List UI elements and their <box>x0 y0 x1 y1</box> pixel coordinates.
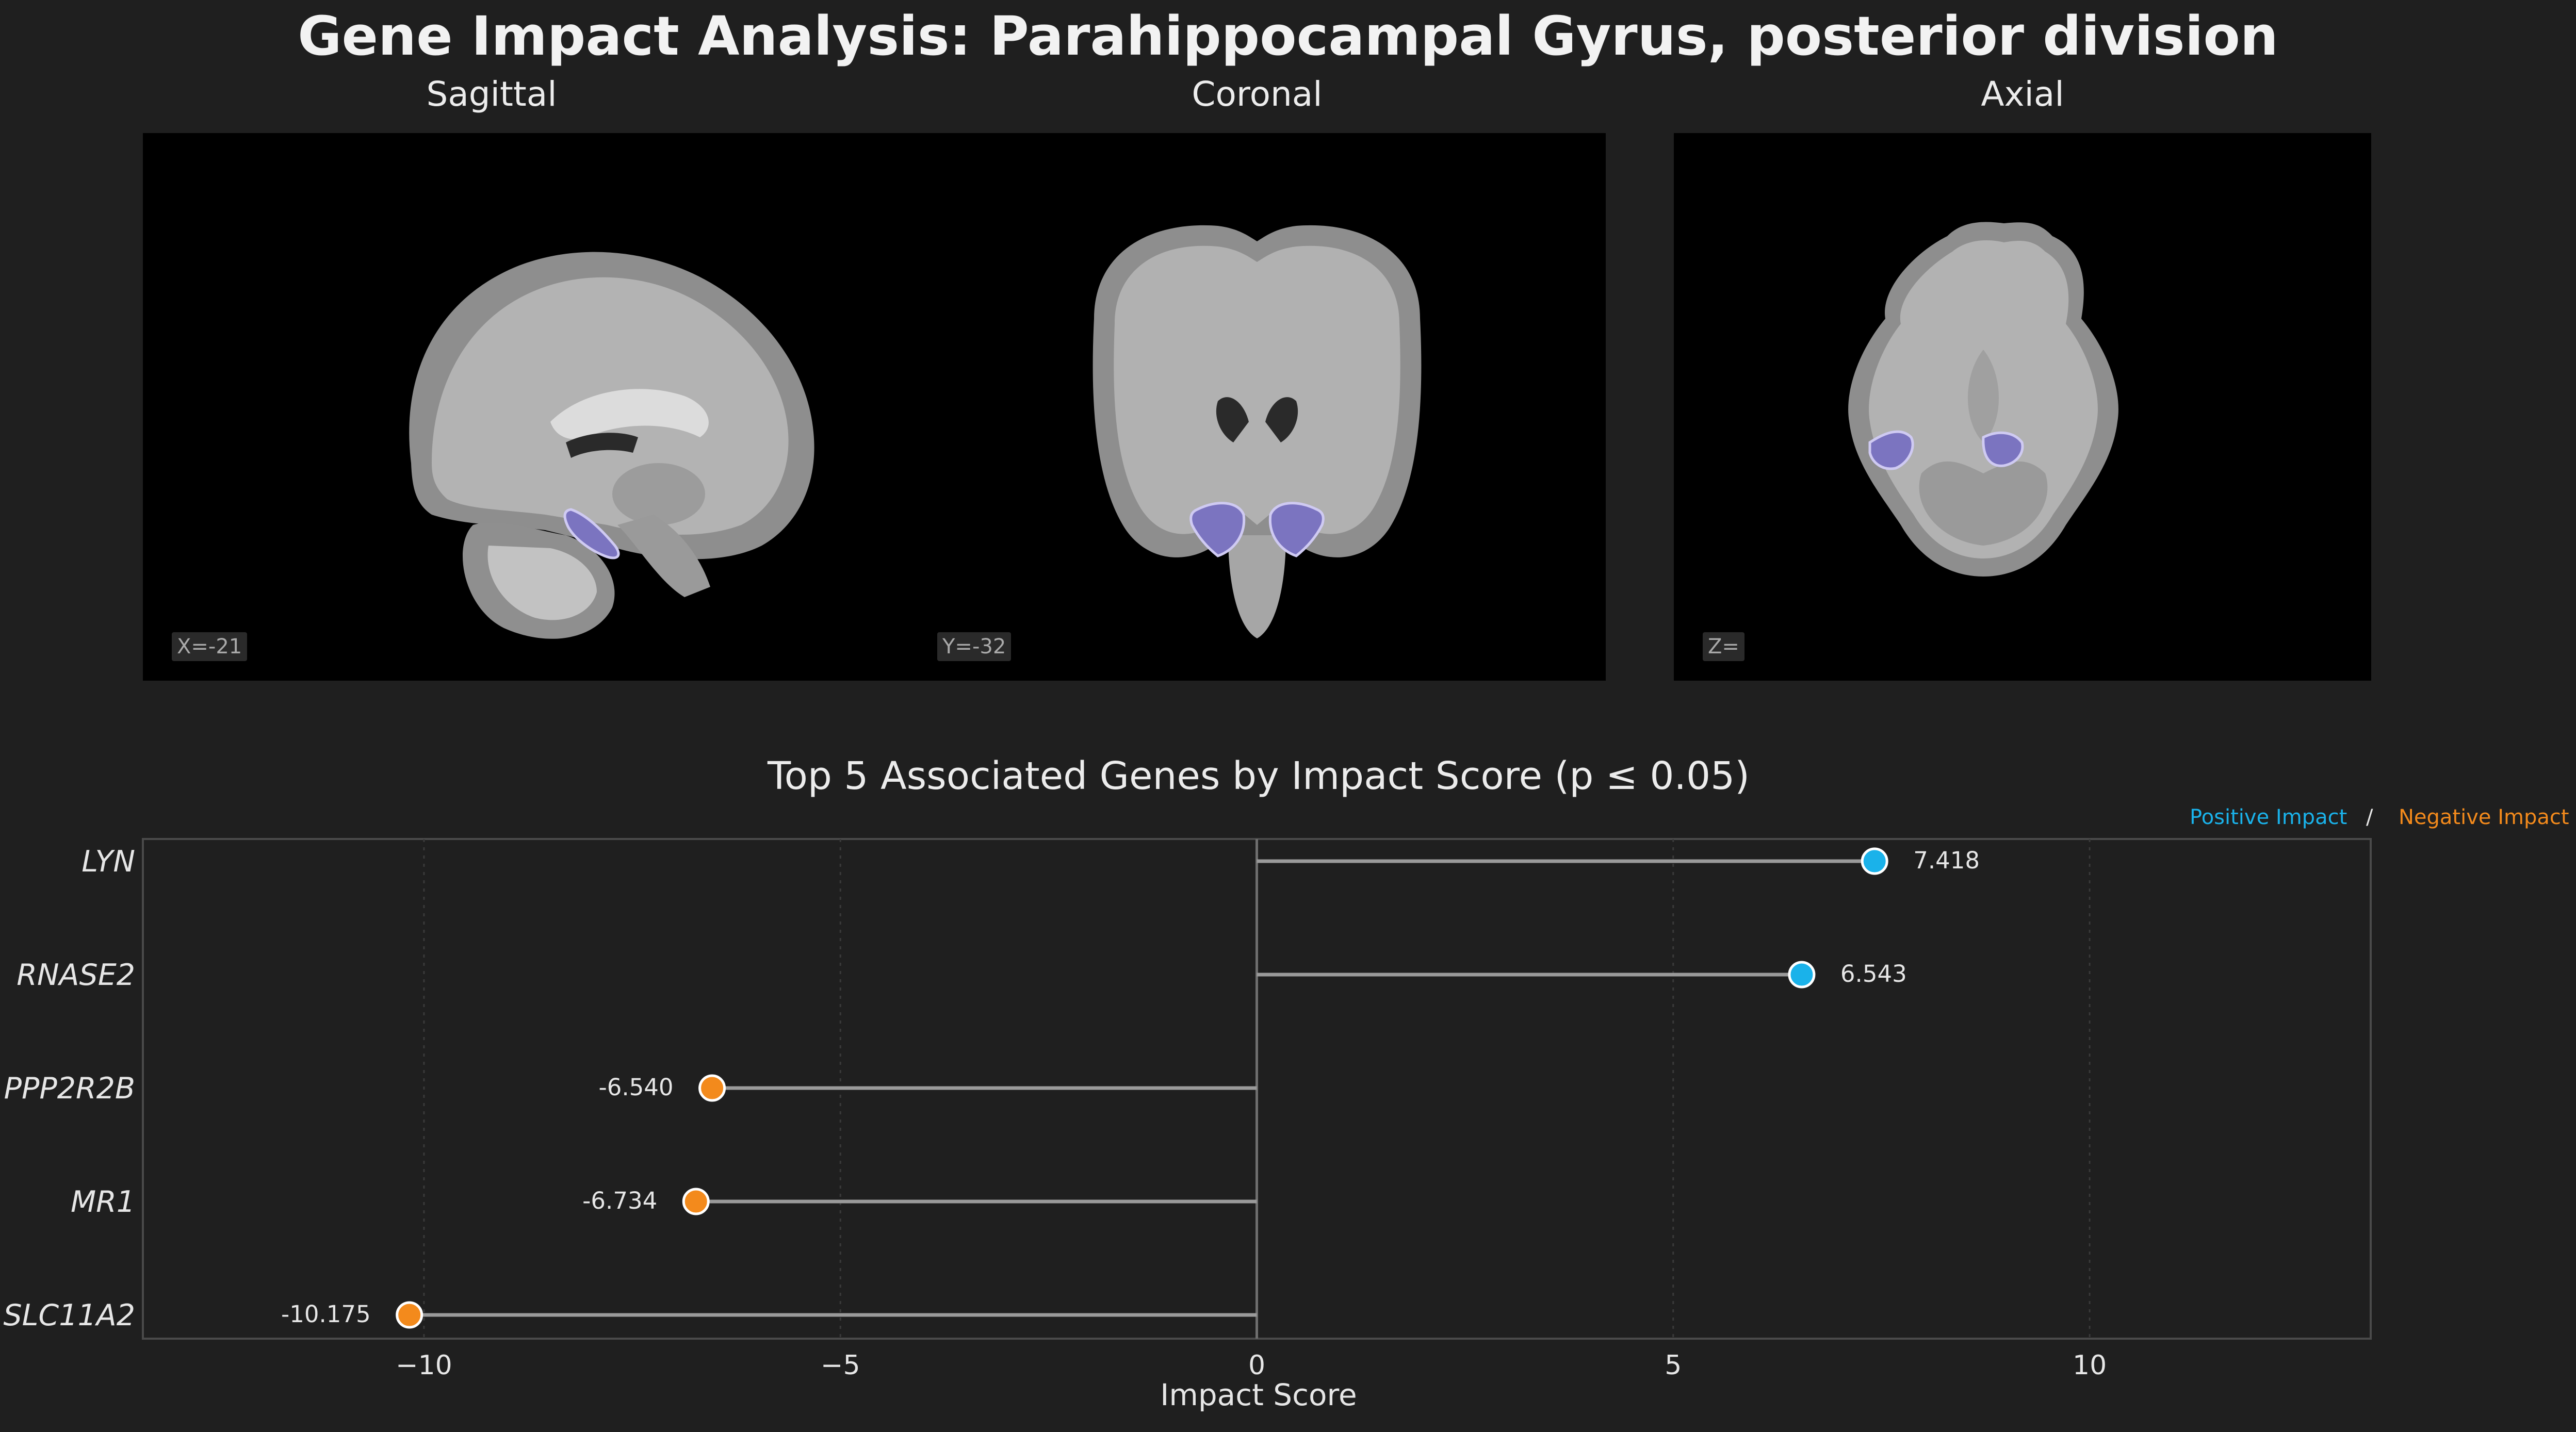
panel-gap-fill <box>836 133 908 681</box>
sagittal-view-title: Sagittal <box>426 74 557 114</box>
gene-label: LYN <box>81 845 135 879</box>
legend-positive: Positive Impact <box>2190 805 2347 829</box>
x-tick-label: −5 <box>821 1350 860 1381</box>
chart-title: Top 5 Associated Genes by Impact Score (… <box>767 754 1750 798</box>
x-tick-label: 5 <box>1665 1350 1682 1381</box>
sagittal-coordinate: X=-21 <box>172 632 248 661</box>
lollipop-point <box>698 1074 726 1102</box>
axial-brain-image <box>1848 222 2118 577</box>
gene-label: PPP2R2B <box>4 1072 135 1106</box>
x-tick-label: 10 <box>2073 1350 2107 1381</box>
coronal-view-title: Coronal <box>1192 74 1323 114</box>
sagittal-brain-image <box>409 252 814 639</box>
gene-label: MR1 <box>71 1185 135 1219</box>
lollipop-point <box>1788 961 1816 989</box>
value-label: 7.418 <box>1913 847 1980 874</box>
gene-label: SLC11A2 <box>3 1298 135 1332</box>
page-title: Gene Impact Analysis: Parahippocampal Gy… <box>298 5 2278 68</box>
x-tick-label: 0 <box>1248 1350 1265 1381</box>
lollipop-point <box>396 1301 423 1329</box>
axial-coordinate: Z= <box>1703 632 1744 661</box>
x-axis-title: Impact Score <box>1160 1377 1357 1412</box>
gene-label: RNASE2 <box>17 958 135 992</box>
coronal-coordinate: Y=-32 <box>937 632 1012 661</box>
coronal-brain-image <box>1093 225 1422 638</box>
value-label: 6.543 <box>1840 960 1907 987</box>
value-label: -6.734 <box>582 1187 657 1214</box>
sagittal-brain-view[interactable]: X=-21 <box>143 133 840 681</box>
lollipop-point <box>1861 847 1888 875</box>
x-tick-label: −10 <box>396 1350 452 1381</box>
legend-negative: Negative Impact <box>2399 805 2569 829</box>
lollipop-point <box>682 1188 710 1215</box>
coronal-brain-view[interactable]: Y=-32 <box>908 133 1606 681</box>
legend-separator: / <box>2366 805 2373 829</box>
axial-view-title: Axial <box>1981 74 2064 114</box>
value-label: -10.175 <box>281 1301 371 1328</box>
axial-brain-view[interactable]: Z= <box>1674 133 2371 681</box>
value-label: -6.540 <box>598 1074 673 1101</box>
